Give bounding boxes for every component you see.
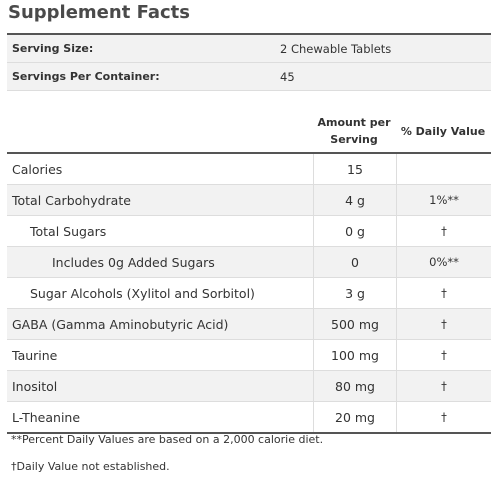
amount: 0 g: [313, 216, 396, 246]
daily-value: †: [396, 309, 491, 339]
table-row: Includes 0g Added Sugars 0 0%**: [7, 247, 491, 278]
amount: 80 mg: [313, 371, 396, 401]
table-row: Total Carbohydrate 4 g 1%**: [7, 185, 491, 216]
daily-value: [396, 154, 491, 184]
table-row: Sugar Alcohols (Xylitol and Sorbitol) 3 g…: [7, 278, 491, 309]
nutrient-name: Total Sugars: [30, 223, 107, 239]
daily-value: †: [396, 278, 491, 308]
nutrient-name: Calories: [12, 161, 63, 177]
amount: 0: [313, 247, 396, 277]
daily-value: †: [396, 402, 491, 432]
table-body: Calories 15 Total Carbohydrate 4 g 1%** Total…: [7, 154, 491, 434]
nutrient-name: Includes 0g Added Sugars: [52, 254, 215, 270]
table-row: Inositol 80 mg †: [7, 371, 491, 402]
table-row: Taurine 100 mg †: [7, 340, 491, 371]
amount: 3 g: [313, 278, 396, 308]
table-header: Amount per Serving % Daily Value: [7, 110, 491, 154]
nutrient-table: Amount per Serving % Daily Value Calorie…: [7, 110, 491, 434]
daily-value: †: [396, 340, 491, 370]
nutrient-name: Inositol: [12, 378, 58, 394]
amount: 4 g: [313, 185, 396, 215]
serving-value: 45: [280, 69, 295, 84]
nutrient-name: Taurine: [12, 347, 58, 363]
table-row: Calories 15: [7, 154, 491, 185]
footnote: †Daily Value not established.: [11, 460, 170, 473]
serving-value: 2 Chewable Tablets: [280, 41, 392, 56]
table-row: L-Theanine 20 mg †: [7, 402, 491, 434]
daily-value: 0%**: [396, 247, 491, 277]
header-cell: % Daily Value: [400, 124, 486, 138]
daily-value: †: [396, 216, 491, 246]
amount: 500 mg: [313, 309, 396, 339]
header-cell: Amount per Serving: [317, 116, 391, 146]
daily-value: †: [396, 371, 491, 401]
serving-info: Serving Size: 2 Chewable Tablets Servings…: [7, 33, 491, 91]
nutrient-name: Total Carbohydrate: [12, 192, 131, 208]
nutrient-name: GABA (Gamma Aminobutyric Acid): [12, 316, 229, 332]
title: Supplement Facts: [8, 2, 190, 23]
table-row: Total Sugars 0 g †: [7, 216, 491, 247]
nutrient-name: L-Theanine: [12, 409, 81, 425]
serving-label: Servings Per Container:: [12, 70, 160, 83]
header-blank: [7, 110, 313, 152]
nutrient-name: Sugar Alcohols (Xylitol and Sorbitol): [30, 285, 255, 301]
daily-value: 1%**: [396, 185, 491, 215]
amount: 100 mg: [313, 340, 396, 370]
table-row: GABA (Gamma Aminobutyric Acid) 500 mg †: [7, 309, 491, 340]
amount: 15: [313, 154, 396, 184]
amount: 20 mg: [313, 402, 396, 432]
serving-row: Serving Size: 2 Chewable Tablets: [7, 35, 491, 63]
serving-label: Serving Size:: [12, 42, 94, 55]
footnote: **Percent Daily Values are based on a 2,…: [11, 433, 324, 446]
serving-row: Servings Per Container: 45: [7, 63, 491, 91]
